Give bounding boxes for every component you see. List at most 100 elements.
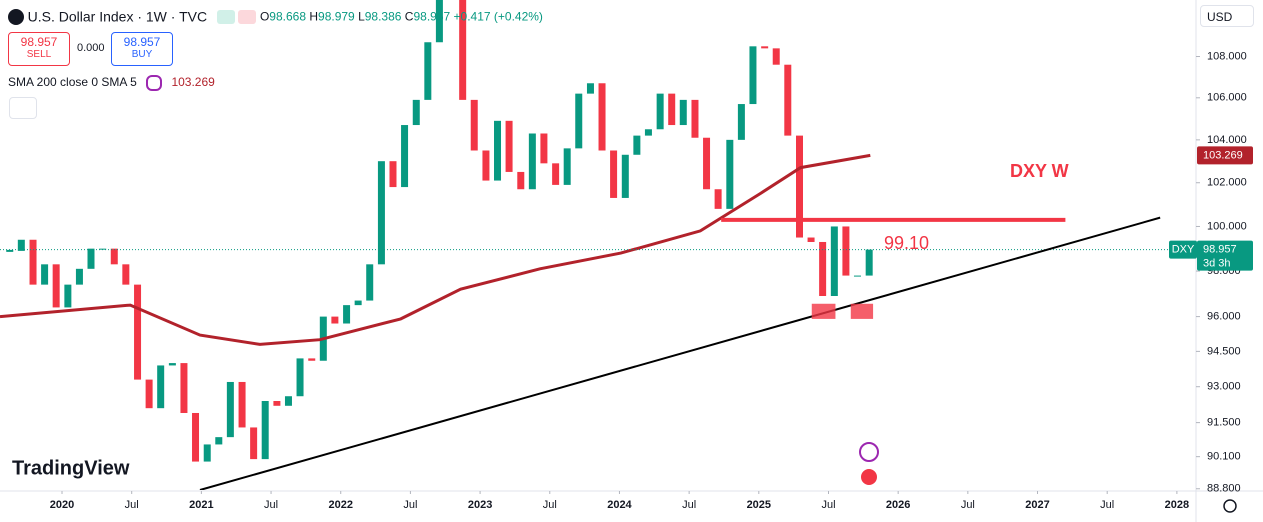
indicator-icon[interactable] [146, 75, 163, 91]
candle [737, 104, 745, 140]
candle [52, 264, 60, 308]
candle [714, 189, 722, 209]
candle [261, 401, 269, 460]
candle [29, 239, 37, 285]
y-tick-label: 108.000 [1207, 50, 1247, 62]
candle [528, 133, 536, 190]
x-tick-label: Jul [125, 499, 139, 511]
candle [540, 133, 548, 164]
candle [41, 264, 49, 285]
market-status[interactable] [216, 9, 235, 24]
candle [203, 444, 211, 462]
buy-price: 98.957 [123, 35, 161, 49]
x-tick-label: Jul [1100, 499, 1114, 511]
ohlc-key: H [309, 9, 319, 24]
y-tick-label: 91.500 [1207, 417, 1241, 429]
candle [284, 396, 292, 406]
flag-icon[interactable] [859, 467, 879, 487]
candle [250, 427, 258, 460]
ohlc-key: C [404, 9, 414, 24]
collapse-button[interactable] [9, 97, 37, 119]
candle [586, 83, 594, 94]
candle [668, 93, 676, 126]
bar-countdown: 3d 3h [1203, 258, 1231, 270]
candle [343, 305, 351, 324]
candle [679, 99, 687, 126]
candle [819, 241, 827, 296]
y-tick-label: 94.500 [1207, 345, 1241, 357]
symbol-badge-label: DXY [1172, 244, 1195, 256]
data-status[interactable] [238, 9, 257, 24]
x-tick-label: 2022 [328, 499, 352, 511]
candle [644, 129, 652, 136]
candle [494, 120, 502, 181]
candle [157, 365, 165, 409]
candle [389, 161, 397, 188]
candle [134, 284, 142, 380]
candle [412, 99, 420, 126]
sma-badge-value: 103.269 [1203, 149, 1243, 161]
candle [226, 381, 234, 438]
indicator-name[interactable]: SMA 200 close 0 SMA 5 [8, 75, 137, 90]
level-label: 99.10 [884, 233, 929, 253]
symbol-header: U.S. Dollar Index · 1W · TVC O98.668 H98… [8, 8, 543, 25]
candle [122, 264, 130, 285]
x-tick-label: Jul [821, 499, 835, 511]
x-tick-label: Jul [403, 499, 417, 511]
sma-badge [1197, 146, 1253, 165]
candle [459, 0, 467, 100]
symbol-badge [1169, 240, 1197, 259]
spread: 0.000 [77, 42, 105, 54]
x-tick-label: 2024 [607, 499, 632, 511]
candle [482, 150, 490, 181]
candle [145, 379, 153, 409]
currency-select[interactable]: USD [1200, 5, 1254, 27]
y-tick-label: 93.000 [1207, 381, 1241, 393]
candle [830, 226, 838, 296]
symbol-icon [8, 8, 24, 25]
candle [470, 99, 478, 151]
candle [354, 300, 362, 306]
candle [308, 358, 316, 361]
symbol-title[interactable]: U.S. Dollar Index · 1W · TVC [27, 8, 208, 25]
settings-icon[interactable] [1223, 499, 1237, 513]
buy-button[interactable]: 98.957 BUY [111, 32, 173, 66]
indicator-legend: SMA 200 close 0 SMA 5 103.269 [8, 75, 215, 91]
plot-area [0, 0, 1195, 490]
candle [75, 268, 83, 285]
candle [563, 148, 571, 185]
ohlc: O98.668 H98.979 L98.386 C98.957 +0.417 (… [260, 10, 543, 24]
x-tick-label: Jul [682, 499, 696, 511]
ohlc-value: 98.979 [318, 9, 355, 24]
candle [575, 93, 583, 149]
event-icon[interactable] [859, 442, 879, 462]
candle [842, 226, 850, 276]
candle [435, 0, 443, 43]
candle [110, 248, 118, 265]
candle [865, 249, 873, 276]
sell-button[interactable]: 98.957 SELL [8, 32, 70, 66]
y-tick-label: 106.000 [1207, 92, 1247, 104]
candle [331, 316, 339, 324]
candle [505, 120, 513, 172]
candle [238, 381, 246, 428]
candle [192, 412, 200, 462]
price-badge-value: 98.957 [1203, 244, 1237, 256]
candle [761, 46, 769, 49]
candle [610, 150, 618, 198]
trend-line [199, 216, 1161, 490]
axes: 88.80090.10091.50093.00094.50096.00098.0… [50, 50, 1253, 511]
candle [296, 358, 304, 397]
candle [621, 154, 629, 198]
candle [598, 83, 606, 151]
candle [807, 237, 815, 242]
candle [656, 93, 664, 130]
x-tick-label: 2028 [1165, 499, 1189, 511]
candle [273, 401, 281, 406]
y-tick-label: 88.800 [1207, 483, 1241, 495]
candle [377, 161, 385, 265]
y-tick-label: 100.000 [1207, 220, 1247, 232]
ohlc-value: 98.668 [269, 9, 306, 24]
y-tick-label: 104.000 [1207, 134, 1247, 146]
